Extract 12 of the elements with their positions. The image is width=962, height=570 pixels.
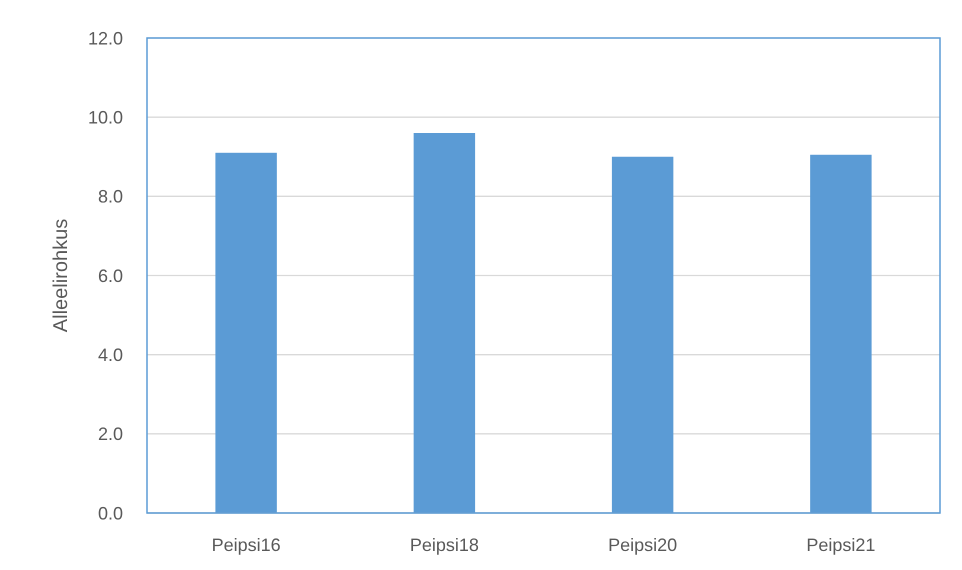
y-tick-label: 12.0 (88, 28, 123, 48)
y-tick-label: 2.0 (98, 424, 123, 444)
x-tick-label: Peipsi16 (212, 535, 281, 555)
y-axis-title: Alleelirohkus (50, 218, 72, 332)
y-tick-label: 0.0 (98, 503, 123, 524)
y-tick-label: 8.0 (98, 186, 123, 207)
y-tick-label: 10.0 (88, 107, 123, 128)
y-tick-label: 6.0 (98, 266, 123, 286)
x-tick-label: Peipsi21 (806, 535, 876, 555)
x-tick-label: Peipsi20 (608, 535, 678, 555)
x-tick-label: Peipsi18 (410, 535, 479, 555)
y-tick-label: 4.0 (98, 344, 123, 365)
